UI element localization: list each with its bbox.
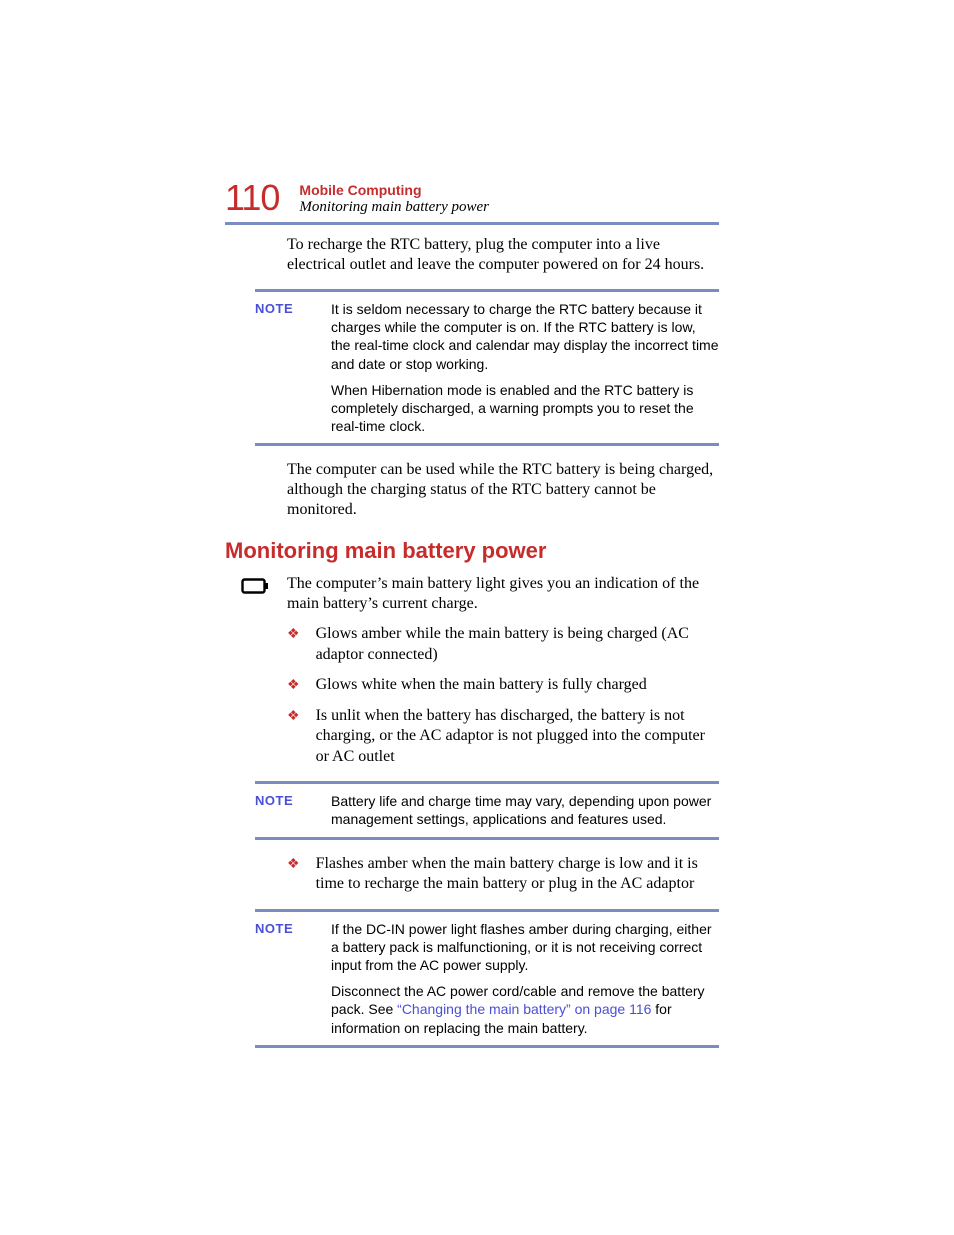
note-block-3: NOTE If the DC-IN power light flashes am… (255, 909, 719, 1048)
bullet-list-2: ❖ Flashes amber when the main battery ch… (287, 854, 719, 895)
list-item: ❖ Glows white when the main battery is f… (287, 675, 719, 696)
header-text: Mobile Computing Monitoring main battery… (299, 180, 489, 216)
diamond-bullet-icon: ❖ (287, 854, 300, 875)
diamond-bullet-icon: ❖ (287, 624, 300, 645)
page-content: 110 Mobile Computing Monitoring main bat… (0, 0, 954, 1142)
running-head: Monitoring main battery power (299, 199, 489, 216)
section-intro-text: The computer’s main battery light gives … (287, 575, 699, 612)
note-rule-bottom (255, 837, 719, 840)
list-item: ❖ Glows amber while the main battery is … (287, 624, 719, 665)
note-text: Disconnect the AC power cord/cable and r… (331, 982, 719, 1037)
section-heading: Monitoring main battery power (225, 538, 719, 564)
diamond-bullet-icon: ❖ (287, 706, 300, 727)
intro-paragraph: To recharge the RTC battery, plug the co… (287, 235, 719, 275)
note-text: When Hibernation mode is enabled and the… (331, 381, 719, 436)
note-block-2: NOTE Battery life and charge time may va… (255, 781, 719, 839)
note-body: Battery life and charge time may vary, d… (331, 792, 719, 828)
bullet-text: Glows amber while the main battery is be… (316, 624, 719, 665)
note-row: NOTE If the DC-IN power light flashes am… (255, 912, 719, 1045)
note-text: If the DC-IN power light flashes amber d… (331, 920, 719, 975)
bullet-text: Glows white when the main battery is ful… (316, 675, 719, 695)
note-rule-bottom (255, 1045, 719, 1048)
header-rule (225, 222, 719, 225)
page-number: 110 (225, 180, 279, 216)
note-label: NOTE (255, 792, 305, 808)
note-label: NOTE (255, 920, 305, 936)
note-label: NOTE (255, 300, 305, 316)
note-block-1: NOTE It is seldom necessary to charge th… (255, 289, 719, 446)
note-body: It is seldom necessary to charge the RTC… (331, 300, 719, 435)
page-header: 110 Mobile Computing Monitoring main bat… (225, 180, 719, 216)
bullet-text: Is unlit when the battery has discharged… (316, 706, 719, 767)
note-rule-bottom (255, 443, 719, 446)
cross-reference-link[interactable]: “Changing the main battery” on page 116 (397, 1001, 651, 1017)
list-item: ❖ Is unlit when the battery has discharg… (287, 706, 719, 767)
note-row: NOTE It is seldom necessary to charge th… (255, 292, 719, 443)
section-intro: The computer’s main battery light gives … (287, 574, 719, 614)
body-paragraph: The computer can be used while the RTC b… (287, 460, 719, 520)
battery-icon (241, 578, 269, 600)
note-text: It is seldom necessary to charge the RTC… (331, 300, 719, 373)
diamond-bullet-icon: ❖ (287, 675, 300, 696)
note-body: If the DC-IN power light flashes amber d… (331, 920, 719, 1037)
bullet-list-1: ❖ Glows amber while the main battery is … (287, 624, 719, 767)
list-item: ❖ Flashes amber when the main battery ch… (287, 854, 719, 895)
note-text: Battery life and charge time may vary, d… (331, 792, 719, 828)
chapter-title: Mobile Computing (299, 182, 489, 198)
bullet-text: Flashes amber when the main battery char… (316, 854, 719, 895)
note-row: NOTE Battery life and charge time may va… (255, 784, 719, 836)
